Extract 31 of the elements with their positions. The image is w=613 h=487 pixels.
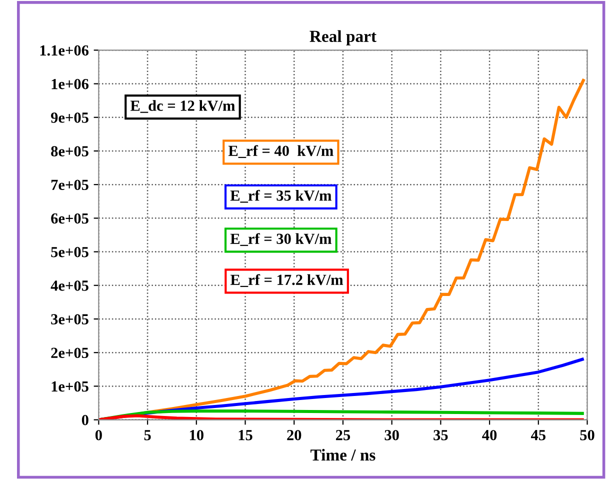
line-series [98,410,584,420]
annotation: E_dc = 12 kV/m [130,100,235,113]
y-tick-label: 1e+06 [52,78,89,90]
chart-title: Real part [310,30,376,46]
x-tick-label: 20 [287,430,302,440]
y-tick-label: 5e+05 [51,246,88,258]
y-tick-label: 6e+05 [51,213,88,224]
x-tick-label: 0 [95,430,102,440]
y-tick-label: 1.1e+06 [40,45,89,56]
x-tick-label: 35 [434,430,448,440]
y-tick-label: 3e+05 [51,314,88,324]
x-tick-label: 40 [482,430,497,440]
x-tick-label: 30 [384,430,399,440]
x-tick-label: 5 [144,430,151,440]
text: E_rf = 30 kV/m [230,233,332,246]
text: E_rf = 40 kV/m [228,145,334,158]
text: E_rf = 17.2 kV/m [230,274,344,287]
x-tick-label: 15 [238,430,252,440]
y-tick-label: 9e+05 [50,112,88,123]
y-tick-label: 4e+05 [50,280,88,291]
x-axis-title: Time / ns [310,448,376,461]
x-tick-label: 45 [530,430,546,440]
x-tick-label: 10 [190,430,204,440]
y-tick-label: 0 [82,414,88,426]
y-tick-label: 8e+05 [51,146,88,156]
y-tick-label: 7e+05 [51,180,88,190]
y-tick-label: 2e+05 [51,348,88,358]
x-tick-label: 50 [580,430,594,440]
x-tick-label: 25 [336,430,350,440]
text: E_rf = 35 kV/m [230,190,332,203]
y-tick-label: 1e+05 [52,381,88,392]
